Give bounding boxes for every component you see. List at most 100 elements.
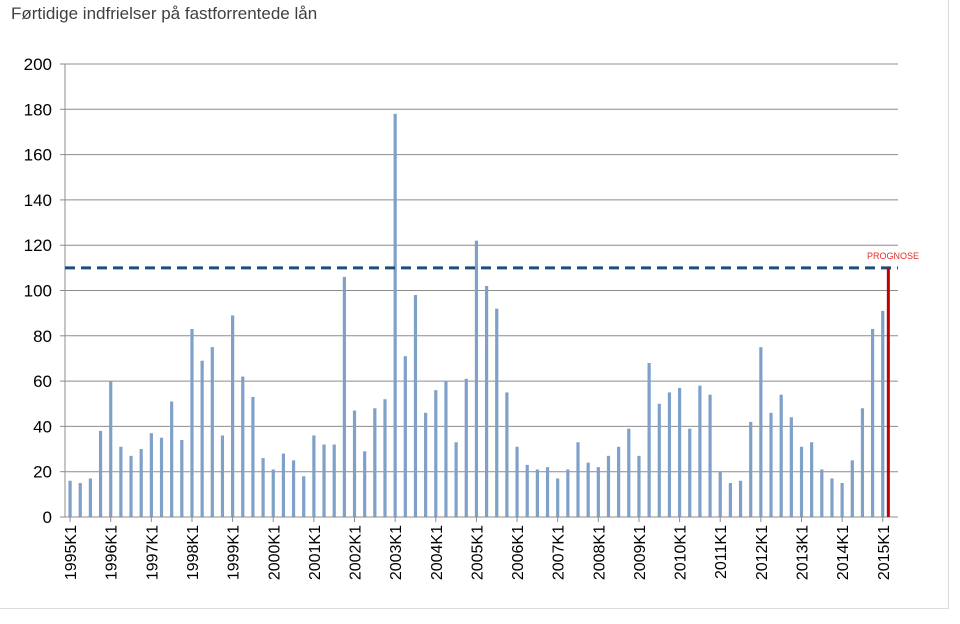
x-tick-label: 2002K1 [348,525,365,580]
bar [759,347,763,517]
bar [525,464,529,517]
bar [434,390,438,517]
bar [119,446,123,517]
x-tick-label: 2003K1 [388,525,405,580]
y-tick-label: 40 [33,417,52,436]
bar [180,439,184,517]
x-tick-label: 2011K1 [713,525,730,579]
bar [393,113,397,517]
x-tick-label: 2007K1 [551,525,568,580]
bar [322,444,326,517]
x-tick-label: 2001K1 [307,525,324,580]
bar [647,362,651,517]
x-tick-label: 2013K1 [794,525,811,580]
x-tick-label: 1997K1 [144,525,161,580]
bar [881,310,885,517]
bar [332,444,336,517]
bar [363,451,367,517]
forecast-overlay: PROGNOSE [65,251,919,517]
bar [170,401,174,517]
bar [281,453,286,517]
bar [413,295,418,517]
bar [251,396,255,517]
bar [271,469,275,517]
x-axis: 1995K1 1996K1 1997K1 1998K1 1999K1 2000K1 2001… [63,516,898,580]
bar [637,455,641,517]
bar [220,435,225,517]
bar [535,469,539,517]
bar [515,446,519,517]
bar [403,356,407,517]
bar [627,428,631,517]
bar [860,408,865,517]
forecast-label: PROGNOSE [867,251,919,261]
bar [769,412,773,517]
y-tick-label: 20 [33,463,52,482]
bar [78,483,82,517]
bar [352,410,357,517]
x-tick-label: 1996K1 [104,525,121,580]
bar [586,462,590,517]
bar [149,433,153,517]
bar [810,442,814,517]
y-tick-label: 180 [24,100,52,119]
bar [129,455,133,517]
y-tick-label: 120 [24,236,52,255]
bar [799,446,804,517]
x-tick-label: 2015K1 [876,525,893,580]
bar [484,285,489,517]
bar [677,387,682,517]
bar [474,240,479,518]
x-tick-label: 2014K1 [835,525,852,580]
gridlines [65,63,898,518]
bar [708,394,712,517]
y-tick-label: 160 [24,146,52,165]
bar [688,428,692,517]
bar [505,392,509,517]
chart-frame [0,0,949,609]
x-tick-label: 2008K1 [591,525,608,580]
bar [738,480,743,517]
bar [444,381,448,517]
bar [596,467,600,517]
x-tick-label: 2010K1 [673,525,690,580]
bar [302,476,306,517]
bar [495,308,499,517]
bar [210,347,214,517]
bar [698,385,702,517]
bar [261,458,265,517]
bar [789,417,793,517]
bar [718,471,722,517]
chart-title: Førtidige indfrielser på fastforrentede … [11,4,318,23]
bar [383,399,387,517]
y-tick-label: 200 [24,55,52,74]
bar [88,478,92,517]
bar [109,381,113,517]
bar [241,376,245,517]
bar [576,442,580,517]
bar-series [68,113,885,518]
bar [159,437,164,517]
bar [871,329,875,517]
bar [291,460,296,517]
x-tick-label: 1999K1 [226,525,243,580]
bar [342,276,346,517]
bar [566,469,570,517]
x-tick-label: 2009K1 [632,525,649,580]
bar [667,392,672,517]
bar [545,467,550,517]
bar [749,421,753,517]
bar [424,412,428,517]
x-tick-label: 2004K1 [429,525,446,580]
y-tick-label: 100 [24,282,52,301]
bar [657,403,661,517]
bar [139,449,143,517]
x-tick-label: 1998K1 [185,525,202,580]
bar [830,478,834,517]
bar [820,469,824,517]
bar [840,483,844,517]
y-tick-label: 80 [33,327,52,346]
bar [617,446,621,517]
x-tick-label: 2000K1 [266,525,283,580]
